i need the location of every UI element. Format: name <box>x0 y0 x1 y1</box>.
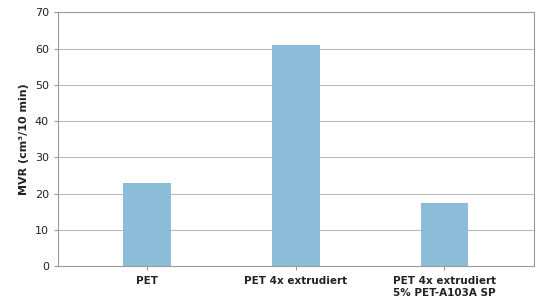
Y-axis label: MVR (cm³/10 min): MVR (cm³/10 min) <box>19 84 29 195</box>
Bar <box>123 183 171 266</box>
Bar <box>272 45 320 266</box>
Bar <box>421 203 468 266</box>
